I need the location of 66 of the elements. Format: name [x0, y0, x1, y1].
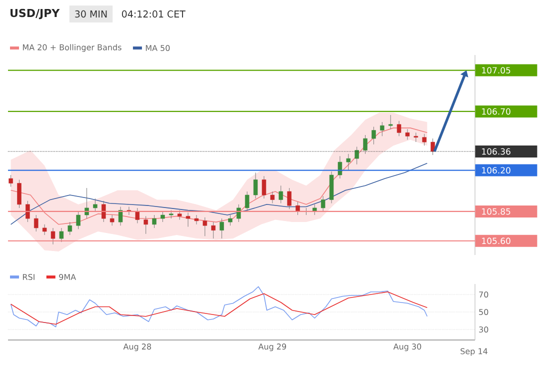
candlestick [296, 202, 300, 216]
candlestick [320, 196, 326, 212]
candlestick [177, 210, 182, 220]
candlestick [236, 204, 241, 222]
x-tick-label: Aug 29 [258, 344, 286, 352]
candlestick [245, 191, 250, 212]
y-tick-label: 70 [479, 291, 488, 298]
candlestick [388, 114, 393, 130]
candlestick [102, 200, 106, 222]
ref-line-label: 106.20 [482, 167, 510, 174]
candlestick [346, 154, 351, 171]
ref-line-label: 105.85 [482, 208, 510, 215]
candlestick [211, 222, 216, 239]
candlestick [405, 128, 410, 140]
candlestick [194, 214, 199, 225]
ref-line-label: 106.70 [482, 108, 510, 115]
legend-label: MA 20 + Bollinger Bands [22, 44, 122, 52]
candlestick [118, 206, 123, 226]
candlestick [59, 228, 64, 242]
candlestick [76, 211, 80, 230]
candlestick [135, 208, 140, 224]
x-tick-label: Aug 30 [393, 344, 422, 352]
candlestick [312, 204, 317, 216]
legend-label: 9MA [59, 274, 76, 280]
candlestick [287, 188, 292, 210]
candlestick [253, 172, 258, 199]
candlestick [68, 222, 72, 236]
candlestick [372, 126, 376, 145]
candlestick [278, 185, 283, 204]
y-tick-label: 50 [479, 308, 488, 316]
text: 04:12:01 CET [122, 10, 186, 18]
x-tick-label: Aug 28 [123, 344, 152, 352]
candlestick [220, 218, 224, 239]
candlestick [144, 216, 148, 234]
candlestick [422, 134, 426, 146]
chart-subtitle: 30 MIN [75, 10, 107, 18]
candlestick [228, 214, 232, 226]
candlestick [110, 214, 114, 226]
candlestick [17, 179, 22, 208]
chart-title: USD/JPY [10, 8, 60, 20]
candlestick [93, 198, 98, 212]
ref-line-label: 106.36 [482, 148, 510, 155]
ref-line-label: 107.05 [482, 67, 510, 74]
candlestick [354, 146, 359, 165]
candlestick [338, 156, 342, 179]
candlestick [396, 120, 402, 136]
legend-label: MA 50 [146, 44, 170, 52]
candlestick [202, 217, 208, 236]
candlestick [50, 228, 56, 245]
candlestick [34, 214, 38, 232]
candlestick [160, 211, 165, 222]
legend-label: RSI [22, 274, 34, 280]
candlestick [42, 224, 47, 236]
y-tick-label: 30 [479, 326, 488, 333]
candlestick [262, 176, 266, 199]
candlestick [152, 214, 156, 228]
candlestick [363, 134, 368, 154]
text: Sep 14 [460, 348, 488, 356]
candlestick [186, 212, 190, 228]
ref-line-label: 105.60 [482, 238, 510, 244]
candlestick [8, 174, 13, 188]
candlestick [414, 132, 418, 142]
candlestick [26, 200, 30, 222]
candlestick [270, 191, 275, 204]
candlestick [380, 122, 384, 136]
candlestick [84, 188, 89, 219]
